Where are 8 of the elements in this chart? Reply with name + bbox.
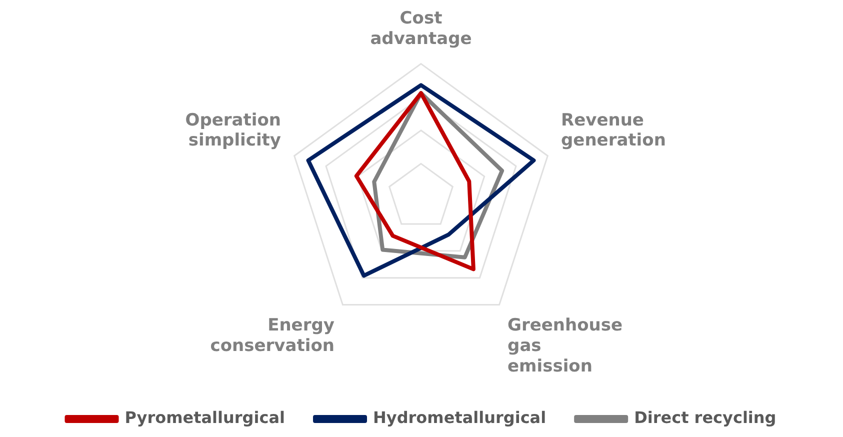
spoke-label: Revenue generation xyxy=(560,110,666,151)
legend-label: Hydrometallurgical xyxy=(373,408,546,428)
spoke-label: Cost advantage xyxy=(370,8,472,50)
spoke-label: Energy conservation xyxy=(210,316,334,356)
legend-label: Pyrometallurgical xyxy=(124,408,286,428)
legend-label: Direct recycling xyxy=(634,408,776,428)
spoke-label: Greenhouse gas emission xyxy=(508,316,623,377)
spoke-label: Operation simplicity xyxy=(185,110,282,151)
